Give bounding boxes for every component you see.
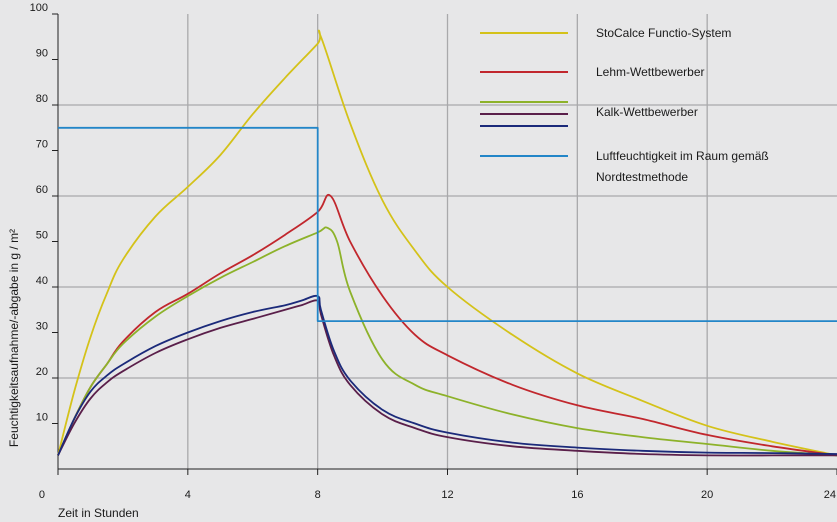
x-tick-label: 8 [315,489,321,501]
series-line-2 [57,193,837,457]
x-tick-label: 12 [441,489,453,501]
axes: 10 20 30 40 50 60 70 80 90 100 0 4 8 12 16 20 24 [30,2,837,501]
series-line-6 [58,126,837,322]
series-line-4 [57,299,837,457]
x-tick-label: 24 [824,489,836,501]
legend-label: Luftfeuchtigkeit im Raum gemäß [596,149,769,163]
legend-label: StoCalce Functio-System [596,26,731,40]
y-tick-label: 60 [36,184,48,196]
series-line-5 [57,294,837,456]
legend-label: Lehm-Wettbewerber [596,65,705,79]
y-tick-label: 90 [36,48,48,60]
y-tick-label: 10 [36,412,48,424]
x-tick-label: 4 [185,489,191,501]
x-tick-label: 20 [701,489,713,501]
series-line-3 [57,226,837,457]
x-tick-label: 16 [571,489,583,501]
y-tick-label: 50 [36,230,48,242]
x-axis-label: Zeit in Stunden [58,506,139,520]
legend: StoCalce Functio-System Lehm-Wettbewerber… [480,26,769,184]
y-tick-label: 40 [36,275,48,287]
y-tick-label: 100 [30,2,48,14]
y-tick-label: 70 [36,139,48,151]
legend-label: Nordtestmethode [596,170,688,184]
y-tick-label: 80 [36,93,48,105]
y-axis-label: Feuchtigkeitsaufnahme/-abgabe in g / m² [7,229,21,447]
series-line-1 [57,29,837,457]
legend-label: Kalk-Wettbewerber [596,105,698,119]
y-tick-label: 20 [36,366,48,378]
y-tick-label: 30 [36,321,48,333]
series [57,29,837,457]
grid [58,14,837,469]
x-tick-label: 0 [39,489,45,501]
